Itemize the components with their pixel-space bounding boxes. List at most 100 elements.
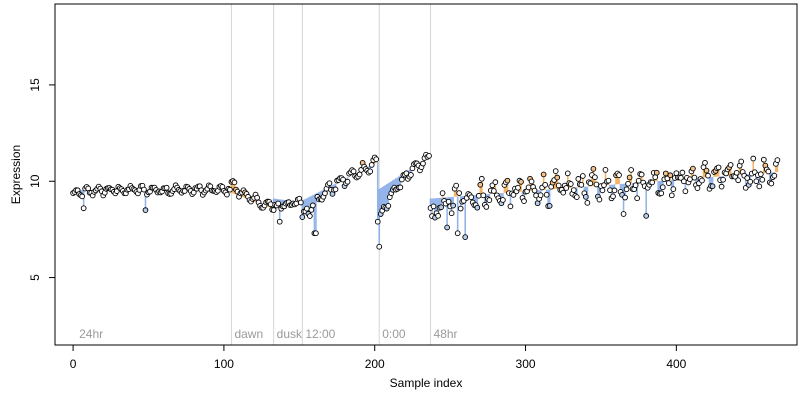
data-point	[575, 176, 582, 182]
data-point	[720, 176, 726, 183]
data-point	[599, 187, 606, 194]
data-point	[622, 194, 628, 201]
data-point	[438, 204, 444, 211]
data-point	[227, 186, 233, 193]
data-point	[374, 218, 381, 225]
data-point	[270, 207, 277, 213]
y-tick-label: 15	[28, 78, 42, 92]
data-point	[475, 192, 482, 199]
data-point	[531, 187, 538, 194]
data-point	[457, 205, 464, 212]
data-point	[727, 162, 734, 168]
data-point	[450, 202, 456, 209]
data-point	[665, 180, 672, 186]
data-point	[367, 168, 374, 175]
data-point	[760, 156, 767, 163]
data-point	[768, 180, 775, 187]
data-point	[478, 175, 485, 182]
data-point	[543, 191, 550, 198]
data-point	[699, 177, 705, 184]
data-point	[486, 197, 493, 203]
data-point	[376, 243, 383, 250]
data-point	[718, 183, 725, 190]
data-point	[625, 180, 631, 187]
data-point	[679, 169, 686, 176]
data-point	[759, 176, 766, 183]
data-point	[430, 203, 437, 210]
x-tick-label: 0	[70, 357, 77, 371]
data-point	[634, 195, 640, 202]
data-point	[643, 213, 650, 219]
data-point	[610, 193, 616, 200]
data-point	[560, 189, 567, 196]
data-point	[141, 186, 147, 193]
data-point	[584, 199, 591, 206]
data-point	[552, 168, 559, 174]
data-point	[691, 174, 698, 181]
y-tick-label: 10	[28, 174, 42, 188]
x-axis: 0 100 200 300 400	[70, 345, 687, 371]
data-point	[326, 180, 333, 187]
data-point	[757, 171, 764, 177]
data-point	[344, 178, 351, 185]
data-point	[515, 184, 521, 191]
data-point	[668, 192, 675, 199]
data-point	[356, 171, 363, 178]
data-point	[332, 186, 339, 193]
data-point	[163, 184, 170, 191]
data-point	[445, 198, 452, 205]
data-point	[690, 165, 696, 172]
data-point	[546, 202, 553, 209]
data-point	[439, 190, 446, 196]
data-point	[474, 204, 481, 211]
annotation-label: 12:00	[305, 327, 335, 341]
data-point	[774, 157, 781, 163]
data-point	[480, 192, 487, 199]
data-point	[350, 168, 357, 175]
data-point	[444, 224, 450, 231]
annotation-label: 0:00	[382, 327, 406, 341]
data-point	[504, 177, 511, 184]
data-point	[694, 185, 701, 191]
data-point	[528, 178, 535, 185]
x-tick-label: 200	[365, 357, 385, 371]
data-point	[399, 176, 405, 183]
data-point	[756, 183, 763, 190]
data-point	[368, 162, 375, 168]
data-point	[653, 169, 660, 176]
plot-frame	[54, 3, 798, 346]
data-point	[735, 177, 742, 184]
x-axis-title: Sample index	[390, 376, 463, 390]
data-point	[521, 198, 527, 204]
data-point	[765, 168, 772, 175]
annotation-label: dusk	[277, 327, 303, 341]
data-point	[340, 176, 346, 183]
data-point	[601, 182, 607, 188]
data-point	[563, 185, 570, 191]
data-point	[703, 167, 710, 174]
data-point	[525, 184, 532, 191]
data-point	[579, 173, 586, 179]
data-point	[276, 218, 283, 225]
data-point	[456, 190, 463, 196]
data-point	[590, 166, 597, 172]
data-point	[578, 181, 585, 188]
annotation-label: 24hr	[79, 327, 103, 341]
data-point	[491, 188, 497, 194]
data-point	[297, 199, 304, 206]
data-points	[70, 151, 781, 250]
data-point	[583, 194, 589, 200]
data-point	[570, 187, 577, 193]
data-point	[702, 159, 708, 166]
data-point	[705, 172, 711, 179]
data-point	[313, 230, 319, 237]
data-point	[435, 212, 441, 219]
data-point	[659, 184, 666, 191]
data-point	[658, 190, 665, 197]
data-point	[638, 171, 645, 178]
data-point	[602, 167, 609, 173]
y-axis-title: Expression	[9, 145, 23, 204]
data-point	[596, 196, 603, 203]
